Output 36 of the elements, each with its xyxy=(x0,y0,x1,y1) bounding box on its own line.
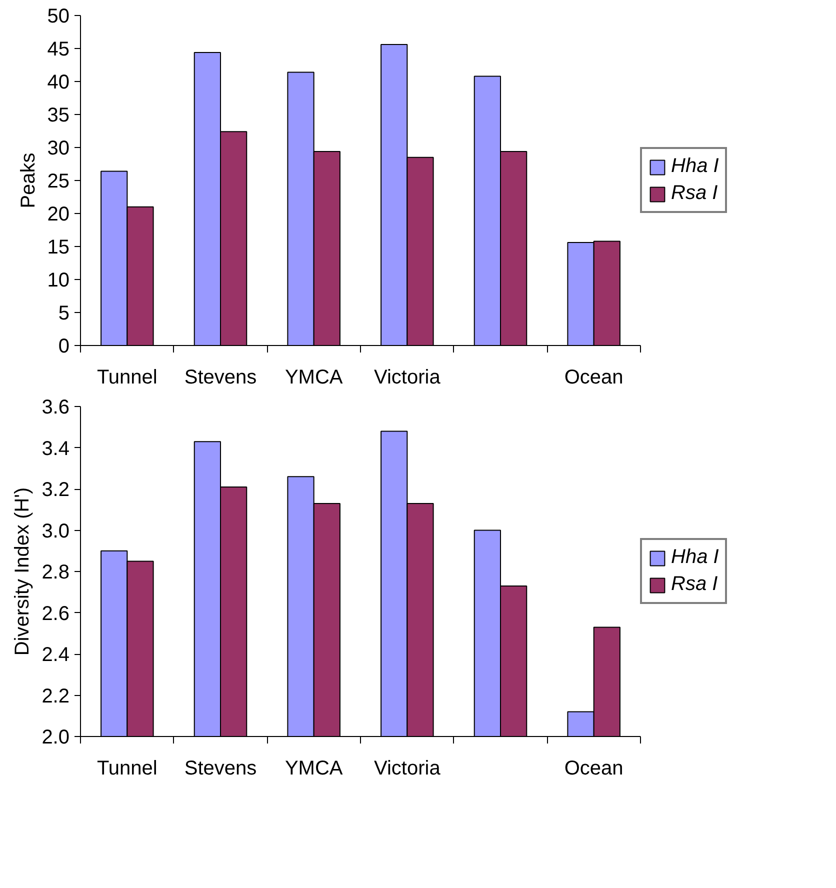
x-tick-label: Stevens xyxy=(184,366,257,388)
legend-label: Rsa I xyxy=(671,573,718,596)
legend-label: Hha I xyxy=(671,546,719,569)
y-tick-label: 3.2 xyxy=(42,479,70,501)
y-tick-label: 3.4 xyxy=(42,438,70,460)
x-tick-label: YMCA xyxy=(284,758,344,780)
x-tick-label: YMCA xyxy=(284,366,344,388)
y-tick-label: 2.0 xyxy=(42,726,70,748)
y-axis-title: Diversity Index (H') xyxy=(12,487,34,656)
y-tick-label: 2.2 xyxy=(42,685,70,708)
x-tick-label: Ocean xyxy=(564,758,624,780)
y-tick-label: 40 xyxy=(47,72,70,94)
x-tick-label: Stevens xyxy=(184,758,257,780)
y-tick-label: 25 xyxy=(47,170,70,192)
y-tick-label: 10 xyxy=(47,270,70,292)
y-tick-label: 2.4 xyxy=(42,644,70,666)
legend-label: Rsa I xyxy=(671,182,718,205)
y-tick-label: 0 xyxy=(58,336,70,358)
x-tick-label: Tunnel xyxy=(96,758,158,780)
y-axis-title: Peaks xyxy=(17,152,40,208)
y-tick-label: 15 xyxy=(47,236,70,258)
y-tick-label: 2.6 xyxy=(42,602,70,625)
y-tick-label: 5 xyxy=(58,302,70,324)
legend-label: Hha I xyxy=(671,155,719,178)
x-tick-label: Ocean xyxy=(564,366,624,388)
y-tick-label: 20 xyxy=(47,204,70,226)
y-tick-label: 3.6 xyxy=(42,396,70,418)
y-tick-label: 3.0 xyxy=(42,520,70,542)
x-tick-label: Victoria xyxy=(374,758,442,780)
x-tick-label: Tunnel xyxy=(96,366,158,388)
y-tick-label: 35 xyxy=(47,104,70,126)
y-tick-label: 2.8 xyxy=(42,562,70,584)
y-tick-label: 30 xyxy=(47,138,70,160)
y-tick-label: 45 xyxy=(47,38,70,60)
y-tick-label: 50 xyxy=(47,6,70,28)
x-tick-label: Victoria xyxy=(374,366,442,388)
